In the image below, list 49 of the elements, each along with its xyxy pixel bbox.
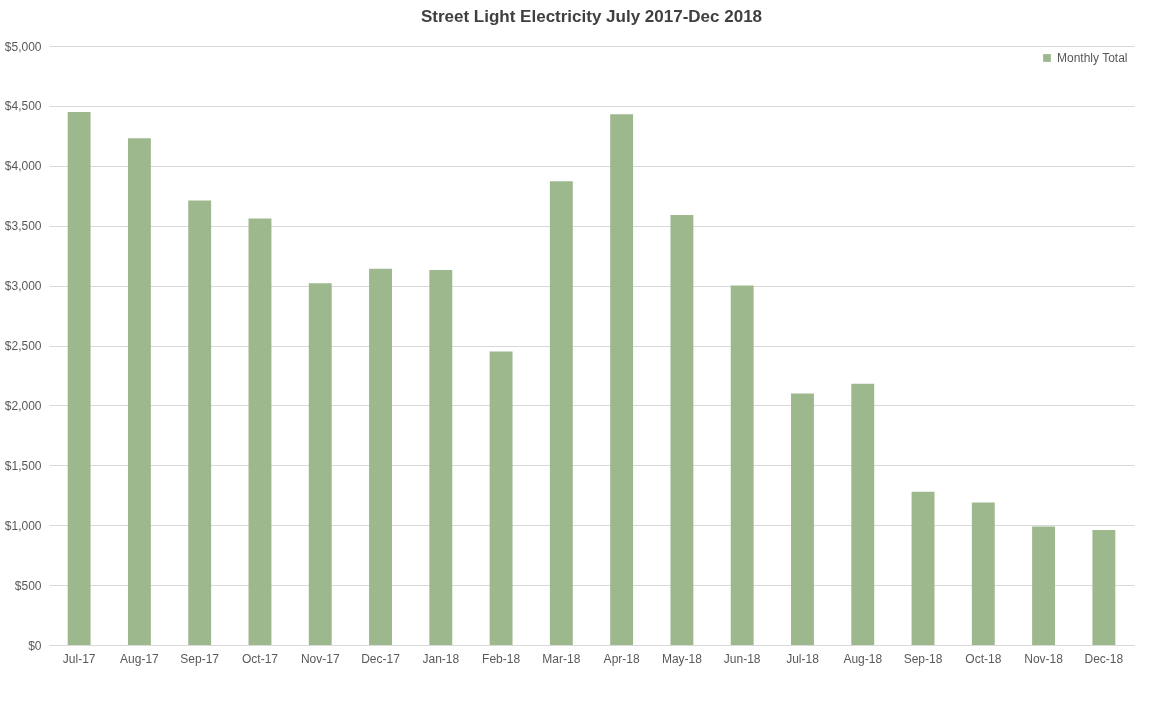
x-tick-label: Jul-17 xyxy=(62,651,96,666)
x-tick-label: Sep-17 xyxy=(180,651,220,666)
y-tick-label: $1,000 xyxy=(4,518,42,533)
x-tick-label: Jun-18 xyxy=(723,651,761,666)
bar xyxy=(971,502,995,645)
x-tick-label: Jul-18 xyxy=(786,651,820,666)
bar xyxy=(610,114,634,645)
x-tick-label: May-18 xyxy=(661,651,703,666)
y-tick-label: $4,000 xyxy=(4,159,42,174)
y-tick-label: $1,500 xyxy=(4,458,42,473)
x-tick-label: Sep-18 xyxy=(903,651,943,666)
chart-title: Street Light Electricity July 2017-Dec 2018 xyxy=(420,7,763,26)
y-tick-label: $500 xyxy=(14,578,42,593)
bar xyxy=(670,214,694,645)
y-tick-label: $2,500 xyxy=(4,339,42,353)
x-tick-label: Oct-18 xyxy=(965,651,1002,666)
y-tick-label: $5,000 xyxy=(4,39,42,54)
x-tick-label: Nov-17 xyxy=(300,651,340,666)
x-tick-label: Aug-18 xyxy=(843,651,883,666)
bar xyxy=(791,393,814,645)
bar xyxy=(308,283,332,645)
x-tick-label: Jan-18 xyxy=(422,651,460,666)
bar xyxy=(127,138,151,645)
bar xyxy=(730,285,754,645)
x-tick-label: Mar-18 xyxy=(542,651,581,666)
x-tick-label: Feb-18 xyxy=(482,651,521,666)
x-tick-label: Oct-17 xyxy=(241,651,279,666)
bar xyxy=(369,268,392,645)
bar xyxy=(911,491,935,645)
x-tick-label: Dec-17 xyxy=(361,651,401,666)
x-tick-label: Nov-18 xyxy=(1024,651,1064,666)
y-tick-label: $3,000 xyxy=(4,279,42,294)
x-tick-label: Apr-18 xyxy=(603,651,640,666)
bar xyxy=(188,200,212,645)
bar xyxy=(1092,529,1116,645)
bar xyxy=(67,111,91,645)
bar xyxy=(851,383,875,645)
bar xyxy=(429,270,453,645)
y-tick-label: $0 xyxy=(28,638,42,653)
bar xyxy=(549,181,573,645)
x-tick-label: Dec-18 xyxy=(1084,651,1124,666)
bar xyxy=(489,351,513,645)
bar xyxy=(1032,526,1056,645)
bar xyxy=(248,218,272,645)
legend-label: Monthly Total xyxy=(1057,51,1128,65)
y-tick-label: $3,500 xyxy=(4,219,42,234)
y-tick-label: $4,500 xyxy=(4,99,42,114)
y-tick-label: $2,000 xyxy=(4,398,42,413)
x-tick-label: Aug-17 xyxy=(120,651,160,666)
